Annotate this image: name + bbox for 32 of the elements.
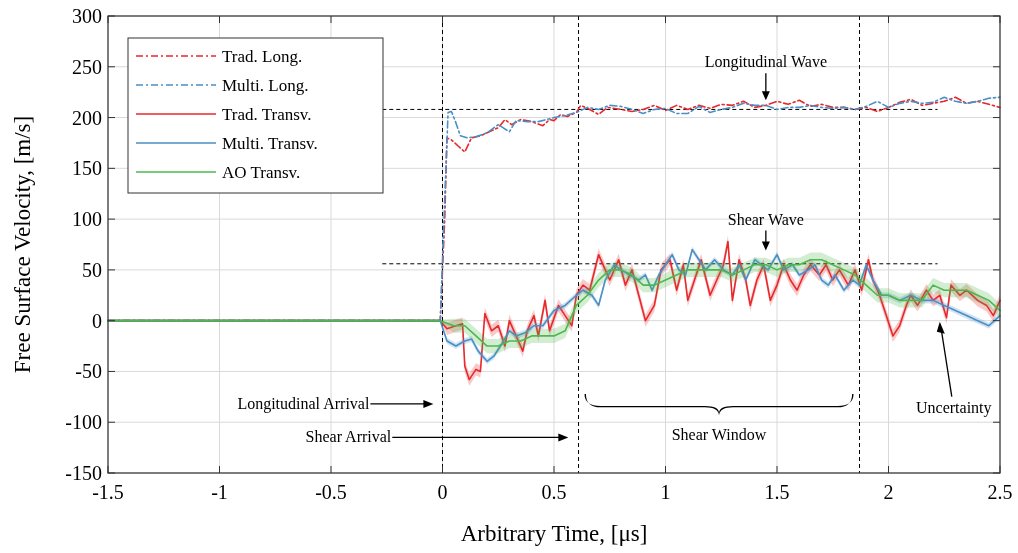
y-tick-label: 0 bbox=[92, 309, 102, 332]
y-tick-label: -50 bbox=[75, 360, 102, 383]
legend-label: AO Transv. bbox=[222, 163, 301, 182]
x-tick-label: -0.5 bbox=[315, 481, 347, 503]
legend-label: Multi. Transv. bbox=[222, 134, 318, 153]
y-tick-label: 250 bbox=[72, 55, 102, 78]
x-tick-label: 0.5 bbox=[541, 481, 567, 503]
annotation: Longitudinal Arrival bbox=[237, 394, 370, 413]
x-tick-label: 1 bbox=[660, 481, 671, 503]
y-tick-label: -100 bbox=[65, 411, 102, 434]
x-tick-label: -1.5 bbox=[92, 481, 124, 503]
x-axis-title: Arbitrary Time, [μs] bbox=[460, 521, 648, 546]
x-tick-label: -1 bbox=[211, 481, 228, 503]
legend-label: Multi. Long. bbox=[222, 76, 309, 95]
annotation: Shear Arrival bbox=[305, 428, 392, 446]
y-tick-label: 50 bbox=[82, 258, 102, 281]
legend-label: Trad. Transv. bbox=[222, 105, 312, 124]
y-axis-title: Free Surface Velocity, [m/s] bbox=[10, 115, 35, 374]
annotation: Longitudinal Wave bbox=[704, 53, 828, 72]
y-tick-label: -150 bbox=[65, 462, 102, 484]
annotation: Shear Wave bbox=[727, 210, 804, 228]
y-tick-label: 100 bbox=[72, 208, 102, 231]
x-tick-label: 2 bbox=[883, 481, 894, 503]
y-tick-label: 150 bbox=[72, 157, 102, 180]
legend-label: Trad. Long. bbox=[222, 47, 303, 66]
y-tick-label: 300 bbox=[72, 5, 102, 27]
annotation: Shear Window bbox=[671, 425, 767, 443]
x-tick-label: 2.5 bbox=[987, 481, 1013, 503]
x-tick-label: 0 bbox=[437, 481, 448, 503]
annotation: Uncertainty bbox=[916, 398, 992, 417]
y-tick-label: 200 bbox=[72, 106, 102, 129]
x-tick-label: 1.5 bbox=[764, 481, 790, 503]
